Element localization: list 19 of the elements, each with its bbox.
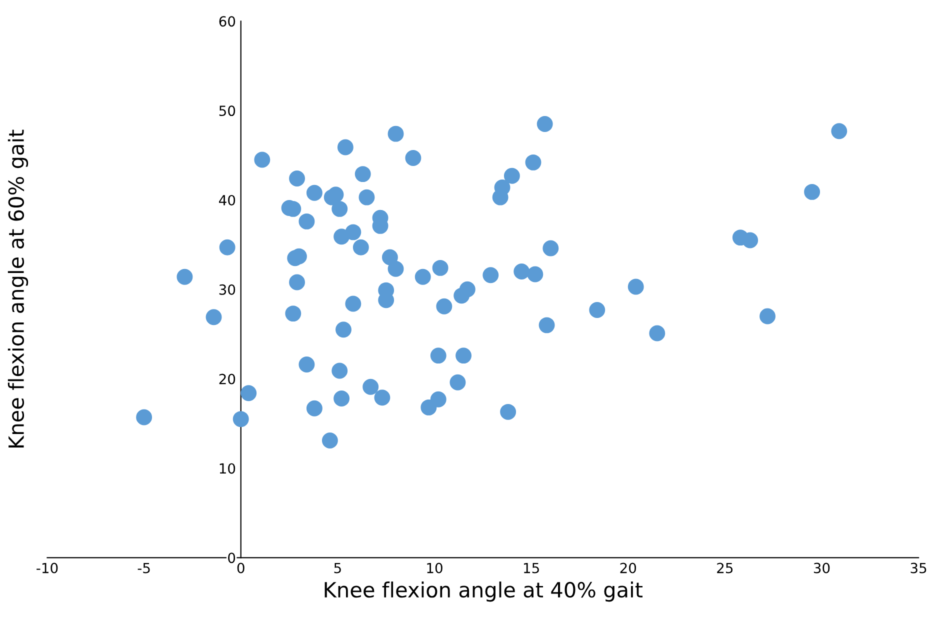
y-axis-title: Knee flexion angle at 60% gait <box>8 130 28 448</box>
y-tick-label: 30 <box>219 284 236 295</box>
x-tick-label: 30 <box>814 562 830 574</box>
x-tick-label: 10 <box>427 562 442 574</box>
y-tick-label: 50 <box>219 106 236 116</box>
y-tick-label: 40 <box>219 194 236 206</box>
x-tick-label: 0 <box>237 562 244 574</box>
x-tick-label: 5 <box>334 562 341 574</box>
x-tick-label: 35 <box>910 562 926 574</box>
x-tick-label: 20 <box>620 562 636 574</box>
x-tick-label: 15 <box>524 562 539 574</box>
x-tick-label: 25 <box>717 562 733 574</box>
x-tick-label: -10 <box>36 562 58 574</box>
y-tick-label: 0 <box>228 552 236 564</box>
y-tick-label: 60 <box>219 16 236 27</box>
x-tick-label: -5 <box>138 562 150 574</box>
y-tick-label: 10 <box>220 463 236 474</box>
x-axis-title: Knee flexion angle at 40% gait <box>324 582 643 602</box>
y-tick-label: 20 <box>219 374 236 384</box>
